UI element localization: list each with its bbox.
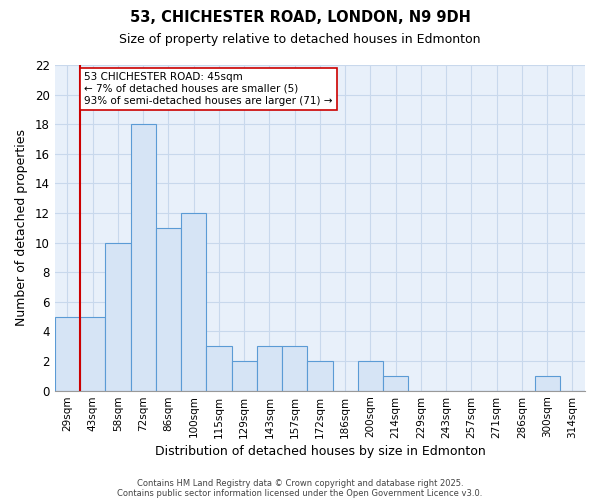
Bar <box>358 361 383 390</box>
Bar <box>282 346 307 391</box>
Bar <box>307 361 332 390</box>
Bar <box>181 213 206 390</box>
Bar <box>535 376 560 390</box>
X-axis label: Distribution of detached houses by size in Edmonton: Distribution of detached houses by size … <box>155 444 485 458</box>
Bar <box>206 346 232 391</box>
Bar <box>55 316 80 390</box>
Bar <box>232 361 257 390</box>
Bar <box>80 316 106 390</box>
Bar <box>383 376 408 390</box>
Bar <box>257 346 282 391</box>
Bar <box>106 242 131 390</box>
Text: 53, CHICHESTER ROAD, LONDON, N9 9DH: 53, CHICHESTER ROAD, LONDON, N9 9DH <box>130 10 470 25</box>
Y-axis label: Number of detached properties: Number of detached properties <box>15 130 28 326</box>
Text: Size of property relative to detached houses in Edmonton: Size of property relative to detached ho… <box>119 32 481 46</box>
Text: 53 CHICHESTER ROAD: 45sqm
← 7% of detached houses are smaller (5)
93% of semi-de: 53 CHICHESTER ROAD: 45sqm ← 7% of detach… <box>84 72 332 106</box>
Text: Contains public sector information licensed under the Open Government Licence v3: Contains public sector information licen… <box>118 488 482 498</box>
Text: Contains HM Land Registry data © Crown copyright and database right 2025.: Contains HM Land Registry data © Crown c… <box>137 478 463 488</box>
Bar <box>156 228 181 390</box>
Bar <box>131 124 156 390</box>
